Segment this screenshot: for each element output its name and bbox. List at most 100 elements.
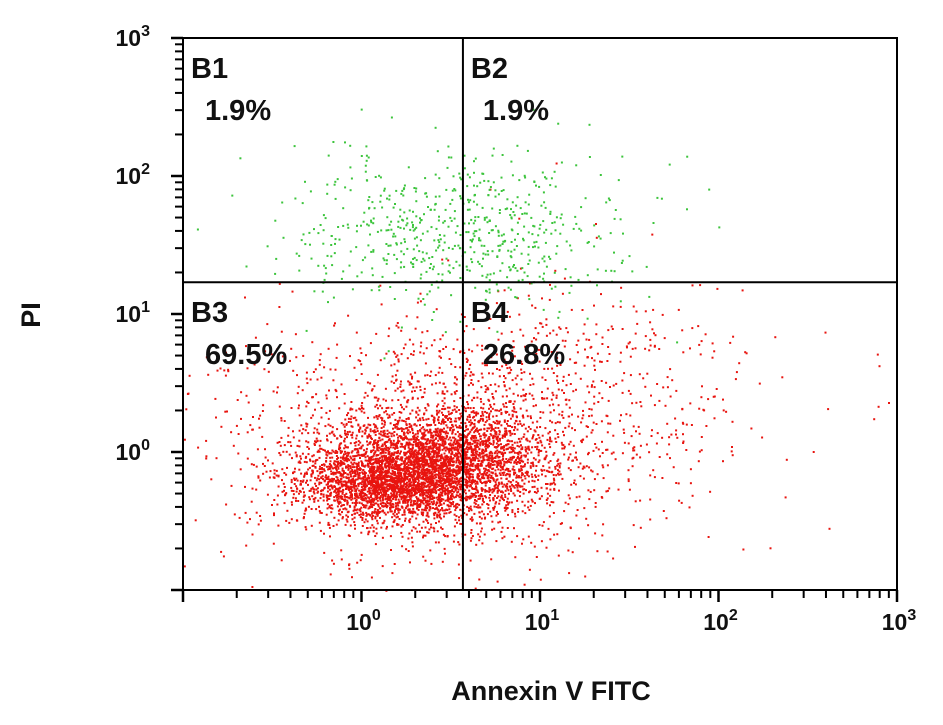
data-point <box>439 479 442 482</box>
data-point <box>335 471 338 474</box>
data-point <box>414 480 417 483</box>
data-point <box>440 526 442 529</box>
data-point <box>480 488 483 491</box>
data-point <box>422 490 425 493</box>
data-point <box>417 479 420 482</box>
data-point <box>435 468 438 471</box>
data-point <box>423 489 425 492</box>
data-point <box>383 419 386 422</box>
data-point <box>382 425 385 428</box>
data-point <box>491 452 494 455</box>
data-point <box>435 409 438 412</box>
data-point <box>475 414 478 417</box>
data-point <box>588 415 591 418</box>
data-point <box>554 437 557 440</box>
data-point <box>427 455 430 458</box>
data-point <box>410 481 413 484</box>
data-point <box>410 353 413 356</box>
data-point <box>328 504 331 507</box>
data-point <box>400 497 403 500</box>
data-point <box>405 418 408 420</box>
data-point <box>355 441 358 444</box>
data-point <box>485 481 488 484</box>
data-point <box>501 485 504 488</box>
data-point <box>400 390 403 393</box>
data-point <box>540 486 543 489</box>
data-point <box>409 373 412 376</box>
data-point <box>547 461 550 464</box>
data-point <box>426 481 429 483</box>
data-point <box>333 460 336 463</box>
data-point <box>246 521 249 524</box>
data-point <box>425 440 428 443</box>
data-point <box>266 323 269 326</box>
data-point <box>427 476 430 479</box>
data-point <box>392 456 394 459</box>
data-point <box>447 469 450 472</box>
data-point <box>429 507 432 510</box>
data-point <box>527 506 530 509</box>
data-point <box>394 464 397 467</box>
data-point <box>318 483 321 486</box>
data-point <box>485 434 488 437</box>
data-point <box>438 445 441 448</box>
data-point <box>358 454 361 457</box>
data-point <box>414 440 417 443</box>
data-point <box>467 480 470 483</box>
data-point <box>449 505 452 508</box>
data-point <box>454 424 457 427</box>
data-point <box>527 535 530 538</box>
data-point <box>442 460 445 463</box>
data-point <box>361 499 364 502</box>
data-point <box>505 389 508 392</box>
data-point <box>380 427 383 429</box>
data-point <box>503 464 506 467</box>
data-point <box>430 484 433 486</box>
data-point <box>393 458 396 461</box>
data-point <box>345 433 348 436</box>
data-point <box>396 354 399 357</box>
data-point <box>388 483 391 486</box>
data-point <box>403 472 406 475</box>
data-point <box>438 493 440 496</box>
data-point <box>488 487 491 489</box>
data-point <box>430 501 433 504</box>
data-point <box>328 485 331 488</box>
data-point <box>413 482 415 485</box>
data-point <box>435 452 438 455</box>
data-point <box>525 437 528 440</box>
data-point <box>491 520 494 523</box>
data-point <box>445 468 447 471</box>
data-point <box>544 456 547 459</box>
data-point <box>345 492 348 495</box>
data-point <box>407 469 410 472</box>
data-point <box>529 415 532 418</box>
data-point <box>545 487 548 490</box>
data-point <box>370 493 373 496</box>
data-point <box>385 486 388 489</box>
data-point <box>362 469 365 471</box>
data-point <box>460 497 463 499</box>
data-point <box>374 471 377 474</box>
data-point <box>546 483 549 485</box>
data-point <box>348 497 351 499</box>
data-point <box>465 468 468 471</box>
data-point <box>450 469 453 472</box>
data-point <box>535 469 537 472</box>
data-point <box>293 483 296 485</box>
data-point <box>513 422 516 425</box>
data-point <box>326 498 329 501</box>
data-point <box>408 492 411 495</box>
data-point <box>431 443 434 446</box>
data-point <box>481 488 484 491</box>
data-point <box>397 511 400 514</box>
data-point <box>394 494 397 497</box>
data-point <box>387 488 390 491</box>
data-point <box>483 467 485 470</box>
data-point <box>334 452 337 454</box>
data-point <box>326 465 328 468</box>
data-point <box>459 488 462 491</box>
data-point <box>381 456 384 459</box>
data-point <box>511 415 514 418</box>
